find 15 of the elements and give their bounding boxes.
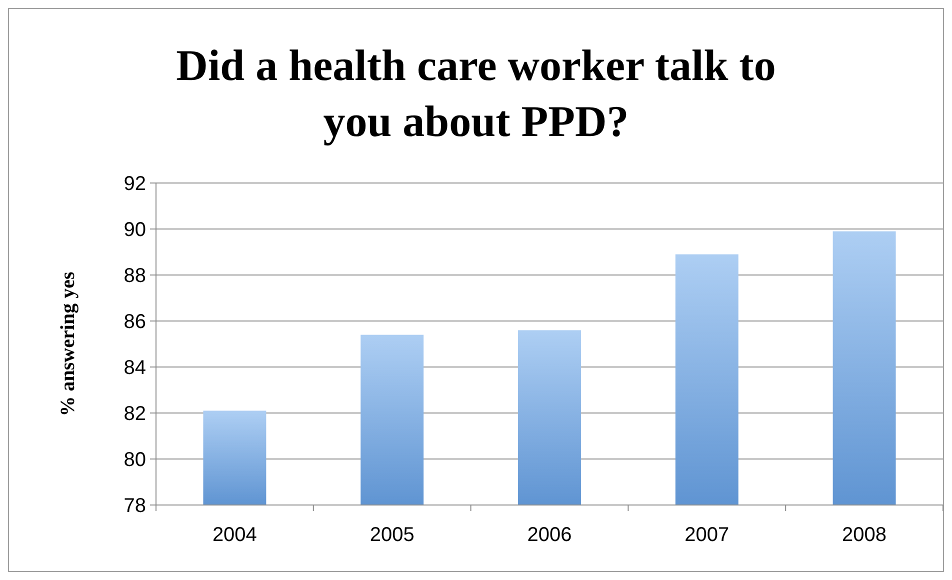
y-tick-label: 92	[124, 173, 146, 195]
x-tick-label: 2007	[684, 524, 730, 546]
y-tick-label: 80	[124, 449, 146, 471]
x-tick-label: 2006	[527, 524, 572, 546]
x-tick-label: 2008	[842, 524, 887, 546]
x-tick-label: 2005	[370, 524, 414, 546]
y-tick-label: 78	[124, 495, 146, 517]
y-tick-label: 86	[124, 311, 146, 333]
y-tick-label: 90	[124, 219, 146, 241]
y-axis-title: % answering yes	[57, 272, 79, 416]
y-tick-label: 88	[124, 265, 146, 287]
chart-title: Did a health care worker talk to you about PPD?	[176, 41, 776, 146]
y-tick-label: 82	[124, 403, 146, 425]
y-tick-label: 84	[124, 357, 146, 379]
x-tick-label: 2004	[212, 524, 257, 546]
